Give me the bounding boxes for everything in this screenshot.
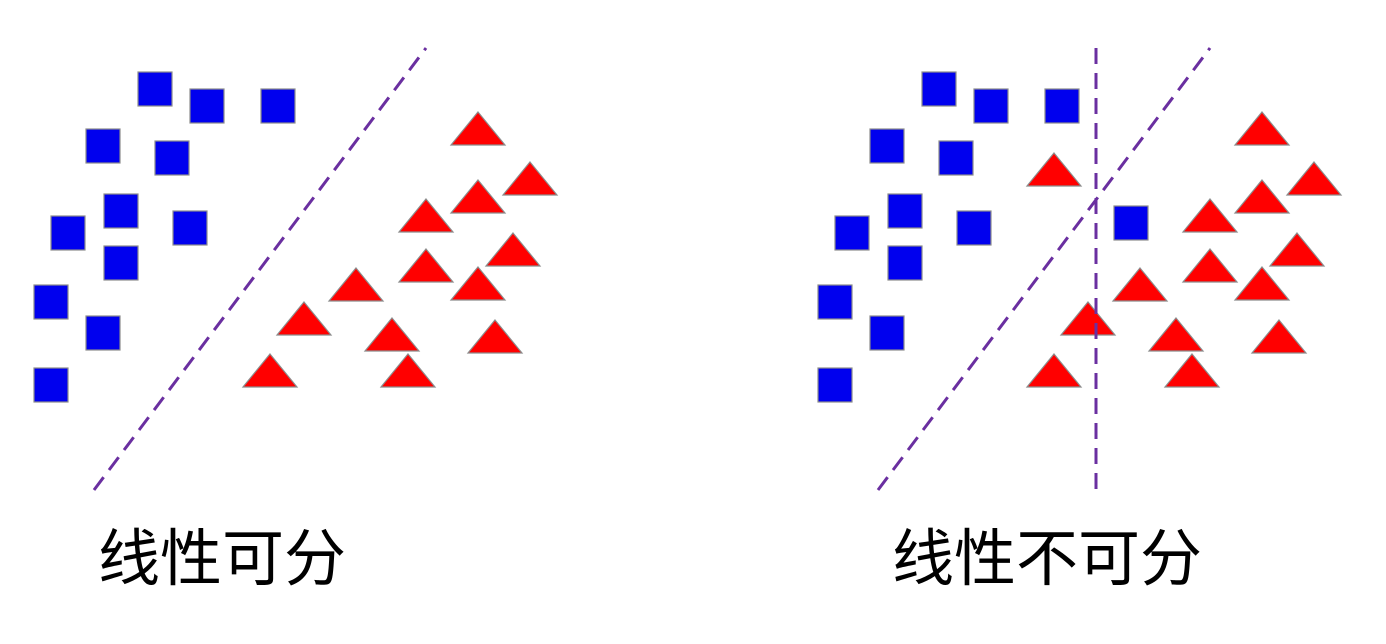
class-b-triangle-marker (379, 353, 437, 388)
class-b-triangle-marker (449, 111, 507, 146)
class-b-triangle-marker (1025, 152, 1083, 187)
class-a-square-marker (85, 128, 121, 164)
class-a-square-marker (33, 367, 69, 403)
class-a-square-marker (1044, 88, 1080, 124)
class-b-triangle-marker (275, 301, 333, 336)
class-b-triangle-marker (449, 179, 507, 214)
class-b-triangle-marker (1181, 248, 1239, 283)
caption-linearly-inseparable: 线性不可分 (892, 522, 1203, 595)
class-a-square-marker (869, 128, 905, 164)
class-a-square-marker (887, 193, 923, 229)
class-a-square-marker (189, 88, 225, 124)
class-a-square-marker (817, 284, 853, 320)
class-b-triangle-marker (1233, 179, 1291, 214)
class-b-triangle-marker (1025, 353, 1083, 388)
class-a-square-marker (869, 315, 905, 351)
class-a-square-marker (154, 140, 190, 176)
class-a-square-marker (921, 71, 957, 107)
class-b-triangle-marker (1163, 353, 1221, 388)
class-a-square-marker (956, 210, 992, 246)
class-a-square-marker (50, 215, 86, 251)
class-b-triangle-marker (1059, 301, 1117, 336)
class-b-triangle-marker (397, 248, 455, 283)
class-a-square-marker (33, 284, 69, 320)
class-a-square-marker (817, 367, 853, 403)
class-a-square-marker (938, 140, 974, 176)
class-b-triangle-marker (1111, 267, 1169, 302)
dashed-boundary-line (92, 47, 428, 491)
class-a-square-marker (973, 88, 1009, 124)
class-a-square-marker (260, 88, 296, 124)
class-b-triangle-marker (363, 317, 421, 352)
class-b-triangle-marker (1233, 266, 1291, 301)
panel-linearly-inseparable (817, 47, 1343, 491)
class-b-triangle-marker (1147, 317, 1205, 352)
class-a-square-marker (103, 245, 139, 281)
class-a-square-marker (887, 245, 923, 281)
class-b-triangle-marker (1285, 161, 1343, 196)
class-b-triangle-marker (449, 266, 507, 301)
class-a-square-marker (137, 71, 173, 107)
class-b-triangle-marker (1233, 111, 1291, 146)
class-a-square-marker (1113, 205, 1149, 241)
class-b-triangle-marker (241, 353, 299, 388)
panel-linearly-separable (33, 47, 559, 491)
class-a-square-marker (834, 215, 870, 251)
dashed-boundary-line (876, 47, 1212, 491)
class-b-triangle-marker (466, 319, 524, 354)
class-a-square-marker (85, 315, 121, 351)
class-b-triangle-marker (397, 198, 455, 233)
class-b-triangle-marker (1181, 198, 1239, 233)
class-a-square-marker (172, 210, 208, 246)
class-b-triangle-marker (327, 267, 385, 302)
class-b-triangle-marker (501, 161, 559, 196)
class-a-square-marker (103, 193, 139, 229)
caption-linearly-separable: 线性可分 (98, 522, 347, 595)
class-b-triangle-marker (1250, 319, 1308, 354)
class-b-triangle-marker (484, 232, 542, 267)
class-b-triangle-marker (1268, 232, 1326, 267)
